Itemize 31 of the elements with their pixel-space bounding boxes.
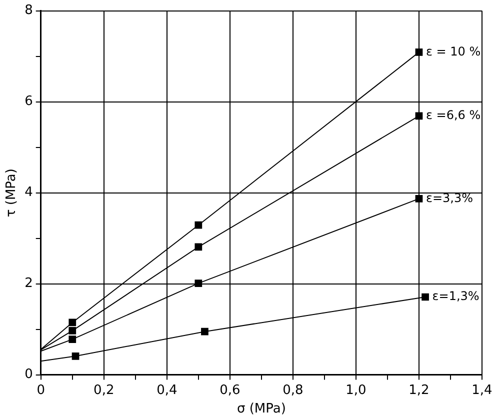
x-tick-label: 1,2 [408, 382, 430, 398]
x-tick-label: 0,4 [156, 382, 178, 398]
x-tick-label: 0,2 [94, 382, 114, 398]
point [194, 280, 202, 288]
y-tick-label: 8 [24, 3, 33, 18]
point [68, 336, 76, 343]
point [72, 352, 80, 360]
point [415, 48, 423, 56]
x-tick-label: 0,8 [282, 382, 304, 398]
y-tick-label: 6 [24, 94, 33, 110]
point [415, 195, 423, 202]
series-label: ε =6,6 % [426, 108, 481, 122]
series-label: ε=3,3% [426, 190, 474, 205]
y-tick-label: 4 [24, 185, 33, 200]
point [68, 326, 76, 334]
point [194, 221, 202, 229]
x-tick-label: 0,6 [220, 382, 240, 398]
point [194, 243, 202, 251]
series-label: ε=1,3% [432, 289, 480, 304]
point [201, 328, 208, 336]
x-tick-label: 1,0 [346, 382, 366, 398]
y-axis-title: τ (MPa) [4, 168, 20, 218]
x-tick-label: 1,4 [472, 382, 492, 398]
y-tick-label: 0 [24, 367, 33, 382]
y-tick-label: 2 [24, 276, 33, 292]
point [68, 318, 76, 326]
point [422, 293, 429, 301]
series-label: ε = 10 % [426, 44, 481, 58]
x-axis-title: σ (MPa) [236, 402, 286, 417]
x-tick-label: 0 [36, 382, 46, 398]
point [415, 112, 423, 120]
